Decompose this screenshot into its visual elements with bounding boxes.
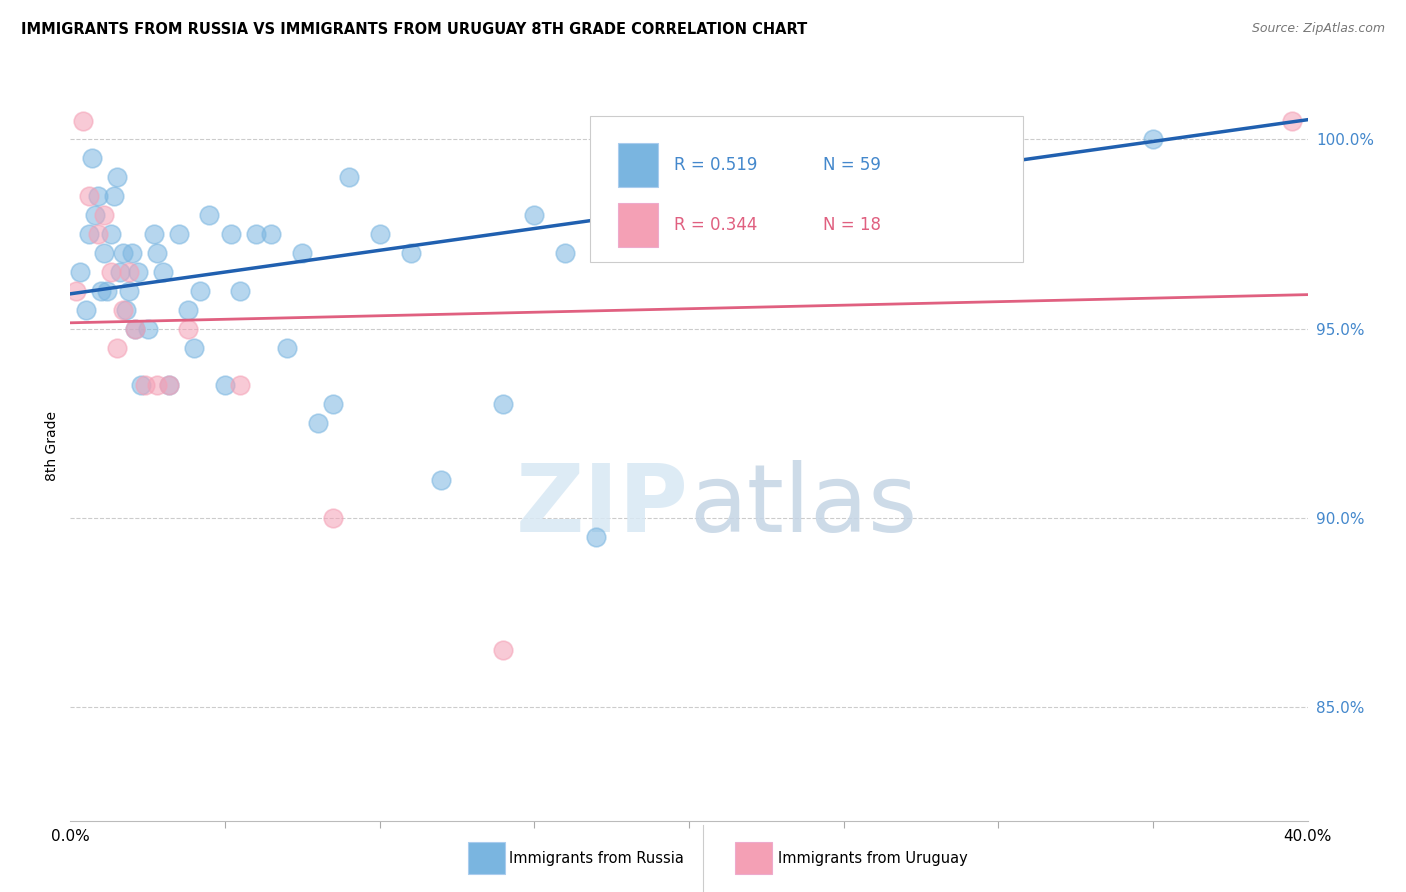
Point (93, 208, 115, 222)
Point (124, 321, 146, 335)
Point (87, 227, 110, 241)
Point (770, 132, 793, 146)
Point (142, 227, 165, 241)
Point (157, 378, 180, 392)
Point (987, 132, 1010, 146)
Point (167, 227, 190, 241)
Point (229, 284, 252, 298)
Point (678, 132, 700, 146)
Y-axis label: 8th Grade: 8th Grade (45, 411, 59, 481)
Point (647, 132, 669, 146)
Point (801, 132, 824, 146)
Text: Source: ZipAtlas.com: Source: ZipAtlas.com (1251, 22, 1385, 36)
Text: Immigrants from Uruguay: Immigrants from Uruguay (778, 851, 967, 865)
Point (75, 302, 97, 317)
Point (260, 227, 283, 241)
Point (492, 643, 515, 657)
Point (96, 284, 118, 298)
Point (111, 302, 134, 317)
Point (65, 284, 87, 298)
Point (77, 227, 100, 241)
Point (157, 378, 180, 392)
Point (118, 265, 141, 279)
Text: N = 18: N = 18 (823, 216, 880, 234)
Point (146, 378, 169, 392)
Point (80, 152, 103, 166)
Point (1142, 132, 1164, 146)
Point (245, 227, 267, 241)
Point (72, 113, 94, 128)
Point (399, 246, 422, 260)
Point (709, 132, 731, 146)
Point (219, 227, 242, 241)
Point (87, 189, 110, 203)
Point (177, 302, 200, 317)
Point (108, 265, 131, 279)
Point (118, 284, 141, 298)
Text: IMMIGRANTS FROM RUSSIA VS IMMIGRANTS FROM URUGUAY 8TH GRADE CORRELATION CHART: IMMIGRANTS FROM RUSSIA VS IMMIGRANTS FRO… (21, 22, 807, 37)
Point (177, 321, 200, 335)
Point (863, 132, 886, 146)
Point (111, 246, 134, 260)
Point (136, 321, 159, 335)
Point (276, 341, 298, 355)
Point (368, 227, 391, 241)
Point (1281, 113, 1303, 128)
Text: Immigrants from Russia: Immigrants from Russia (509, 851, 683, 865)
Point (214, 378, 236, 392)
Point (322, 397, 344, 411)
Point (146, 246, 169, 260)
Point (127, 265, 149, 279)
Point (131, 378, 153, 392)
Point (105, 341, 128, 355)
Point (152, 265, 174, 279)
Point (100, 265, 122, 279)
Point (134, 378, 156, 392)
Text: R = 0.519: R = 0.519 (673, 156, 758, 174)
FancyBboxPatch shape (591, 116, 1024, 262)
Point (616, 132, 638, 146)
FancyBboxPatch shape (619, 202, 658, 247)
Point (523, 208, 546, 222)
Text: ZIP: ZIP (516, 460, 689, 552)
Point (198, 208, 221, 222)
Point (740, 132, 762, 146)
Point (894, 132, 917, 146)
Point (93, 246, 115, 260)
Point (430, 473, 453, 487)
Point (307, 417, 329, 431)
Point (337, 170, 360, 185)
FancyBboxPatch shape (619, 143, 658, 187)
Point (84, 208, 107, 222)
Text: N = 59: N = 59 (823, 156, 880, 174)
Point (124, 321, 146, 335)
Point (554, 246, 576, 260)
Point (77, 189, 100, 203)
Point (585, 530, 607, 544)
Point (229, 378, 252, 392)
Text: R = 0.344: R = 0.344 (673, 216, 758, 234)
Point (105, 170, 128, 185)
Point (69, 265, 91, 279)
Point (103, 189, 125, 203)
Point (100, 227, 122, 241)
Point (90, 284, 112, 298)
Point (183, 341, 205, 355)
Point (188, 284, 211, 298)
Point (115, 302, 138, 317)
Point (121, 246, 143, 260)
Point (492, 397, 515, 411)
Text: atlas: atlas (689, 460, 917, 552)
Point (322, 511, 344, 525)
Point (291, 246, 314, 260)
Point (832, 132, 855, 146)
